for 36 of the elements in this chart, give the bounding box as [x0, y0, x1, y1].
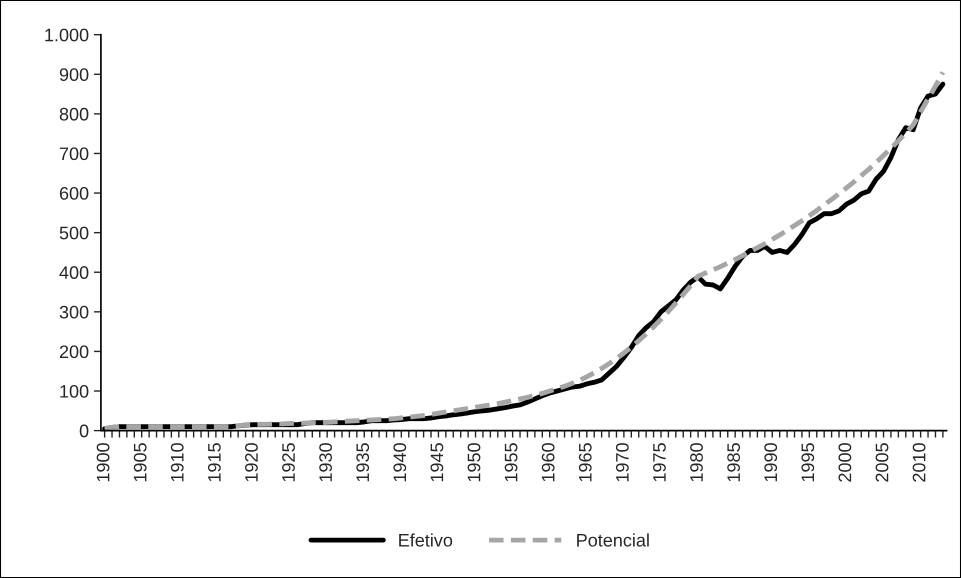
legend-label: Potencial — [577, 533, 649, 547]
y-tick-label: 200 — [60, 345, 88, 358]
y-tick-label: 700 — [60, 147, 88, 160]
x-tick-label: 1900 — [96, 443, 110, 482]
y-tick-label: 1.000 — [45, 28, 88, 42]
x-tick-label: 1955 — [504, 443, 518, 482]
legend-label: Efetivo — [399, 533, 452, 547]
x-tick-label: 1945 — [430, 443, 444, 482]
x-tick-label: 1930 — [319, 443, 332, 482]
y-tick-label: 500 — [60, 226, 88, 240]
x-tick-label: 1905 — [134, 443, 147, 482]
x-tick-label: 1960 — [542, 443, 555, 482]
x-tick-label: 2010 — [912, 443, 926, 482]
x-tick-label: 2000 — [838, 443, 852, 482]
x-tick-label: 1995 — [801, 443, 814, 482]
x-tick-label: 1935 — [356, 443, 370, 482]
x-tick-label: 2005 — [876, 443, 888, 482]
x-tick-label: 1975 — [653, 443, 666, 482]
x-tick-label: 1985 — [727, 443, 740, 482]
x-tick-label: 1925 — [282, 443, 295, 482]
x-tick-label: 1970 — [616, 443, 629, 482]
y-tick-label: 400 — [59, 266, 88, 279]
y-tick-label: 0 — [80, 424, 88, 438]
x-tick-label: 1920 — [245, 443, 258, 482]
y-tick-label: 800 — [60, 108, 88, 121]
x-tick-label: 1915 — [208, 443, 221, 482]
y-tick-label: 900 — [60, 68, 88, 81]
y-tick-label: 100 — [60, 384, 88, 398]
x-tick-label: 1950 — [468, 443, 480, 482]
x-tick-label: 1980 — [690, 443, 703, 482]
y-tick-label: 300 — [60, 306, 88, 319]
y-tick-label: 600 — [60, 186, 88, 200]
x-tick-label: 1940 — [393, 443, 406, 482]
x-tick-label: 1910 — [170, 443, 184, 482]
x-tick-label: 1990 — [764, 443, 778, 482]
x-tick-label: 1965 — [578, 443, 592, 482]
